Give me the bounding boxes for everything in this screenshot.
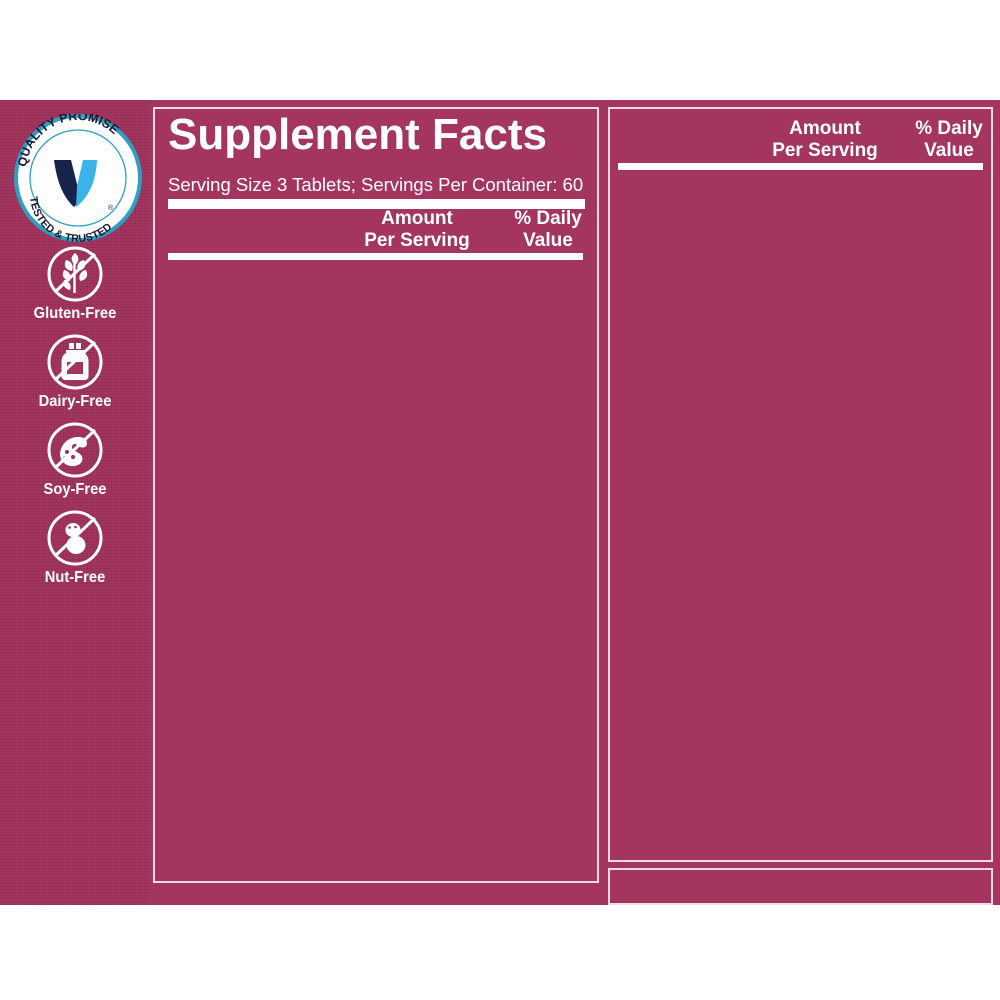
svg-text:®: ® bbox=[108, 204, 114, 212]
svg-text:TM: TM bbox=[72, 227, 84, 236]
